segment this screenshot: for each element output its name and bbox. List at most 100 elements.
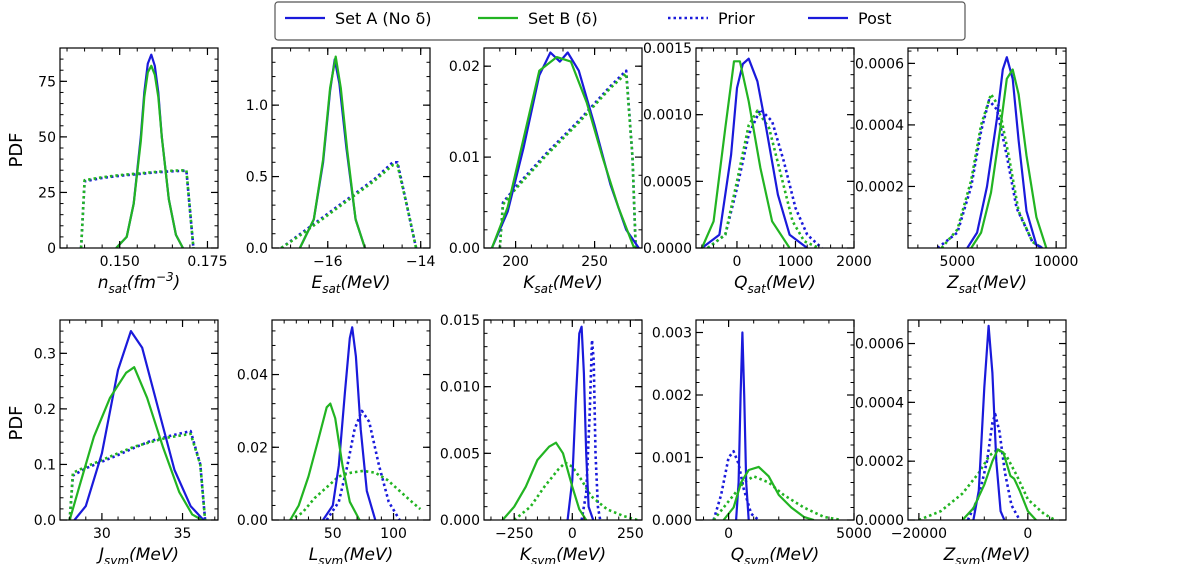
curve-nsat-post-b <box>115 64 184 248</box>
panel-nsat: 0.150 0.175 0 25 50 75 nsat(fm−3) <box>38 47 228 296</box>
xlabel-qsat: Qsat(MeV) <box>734 273 816 296</box>
ytick-label-esat: 1.0 <box>246 98 268 114</box>
xlabel-zsat: Zsat(MeV) <box>946 273 1027 296</box>
xtick-label-nsat: 0.150 <box>100 254 140 270</box>
curves-zsat <box>936 56 1048 248</box>
panel-zsym: −20000 0 0.0000 0.0002 0.0004 0.0006 Zsym(MeV) <box>855 319 1067 564</box>
xtick-label-zsym: −20000 <box>891 526 947 542</box>
curve-qsym-prior-b <box>712 475 842 520</box>
ytick-label-zsat: 0.0004 <box>855 118 904 134</box>
ytick-label-nsat: 25 <box>38 185 56 201</box>
row-2-ylabel: PDF <box>6 405 27 440</box>
legend-frame <box>274 1 966 41</box>
xtick-label-zsat: 10000 <box>1034 254 1079 270</box>
xtick-label-esat: −14 <box>406 254 436 270</box>
curves-esat <box>280 55 418 248</box>
xtick-label-qsym: 5000 <box>836 526 872 542</box>
ytick-label-lsym: 0.00 <box>237 513 268 529</box>
curve-jsym-post-b <box>68 366 203 520</box>
curves-nsat <box>79 53 195 248</box>
xtick-label-ksat: 250 <box>581 254 608 270</box>
curve-lsym-prior-b <box>289 469 422 520</box>
axes-frame-ksym <box>483 319 643 521</box>
ytick-label-ksym: 0.010 <box>440 380 480 396</box>
xlabel-ksym: Ksym(MeV) <box>520 545 606 564</box>
xtick-label-jsym: 35 <box>174 526 192 542</box>
ytick-label-lsym: 0.04 <box>237 368 268 384</box>
ytick-label-ksym: 0.005 <box>440 446 480 462</box>
panel-zsat: 5000 10000 0.0002 0.0004 0.0006 Zsat(MeV) <box>855 47 1079 296</box>
curves-ksym <box>501 325 638 520</box>
curve-qsat-post-b <box>700 60 791 248</box>
legend-label-set-a: Set A (No δ) <box>335 9 432 28</box>
curve-qsym-prior-a <box>712 450 760 520</box>
ytick-label-qsym: 0.001 <box>652 451 692 467</box>
ytick-label-zsym: 0.0006 <box>855 337 904 353</box>
panel-ksym: −250 0 250 0.000 0.005 0.010 0.015 Ksym(MeV) <box>440 313 644 564</box>
ytick-label-qsat: 0.0010 <box>643 108 692 124</box>
xtick-label-ksym: 0 <box>568 526 577 542</box>
curve-zsat-prior-b <box>940 92 1043 248</box>
xlabel-ksat: Ksat(MeV) <box>523 273 603 296</box>
ytick-label-qsym: 0.003 <box>652 326 692 342</box>
curve-zsym-prior-b <box>918 448 1056 520</box>
curve-zsym-post-b <box>961 448 1037 520</box>
ytick-label-zsat: 0.0002 <box>855 179 904 195</box>
panel-qsat: 0 1000 2000 0.0000 0.0005 0.0010 0.0015 Qsat(Me… <box>643 41 872 296</box>
xtick-label-ksym: −250 <box>495 526 533 542</box>
panel-lsym: 50 100 0.00 0.02 0.04 Lsym(MeV) <box>237 319 431 564</box>
curve-nsat-prior-b <box>79 168 195 248</box>
xlabel-jsym: Jsym(MeV) <box>96 545 179 564</box>
axes-frame-lsym <box>271 319 431 521</box>
xtick-label-lsym: 100 <box>380 526 407 542</box>
xlabel-zsym: Zsym(MeV) <box>943 545 1031 564</box>
curve-qsym-post-b <box>722 465 815 520</box>
xtick-label-ksat: 200 <box>502 254 529 270</box>
xlabel-qsym: Qsym(MeV) <box>731 545 819 564</box>
ytick-label-esat: 0.0 <box>246 241 268 257</box>
ytick-label-qsat: 0.0005 <box>643 174 692 190</box>
ytick-label-jsym: 0.1 <box>34 457 56 473</box>
xtick-label-nsat: 0.175 <box>187 254 227 270</box>
axes-frame-zsym <box>907 319 1067 521</box>
curves-qsym <box>712 331 842 520</box>
xlabel-esat: Esat(MeV) <box>311 273 390 296</box>
ytick-label-zsym: 0.0002 <box>855 454 904 470</box>
curve-lsym-post-a <box>322 326 377 520</box>
curve-ksat-post-b <box>490 56 636 248</box>
curve-esat-prior-b <box>280 163 418 248</box>
xtick-label-lsym: 50 <box>324 526 342 542</box>
curves-lsym <box>289 326 422 520</box>
xtick-label-jsym: 30 <box>93 526 111 542</box>
ytick-label-lsym: 0.02 <box>237 440 268 456</box>
axes-frame-jsym <box>59 319 219 521</box>
axes-frame-qsat <box>695 47 855 249</box>
curve-zsym-post-a <box>972 324 1006 520</box>
ytick-label-qsat: 0.0015 <box>643 41 692 57</box>
ytick-label-zsym: 0.0004 <box>855 395 904 411</box>
curve-zsat-post-b <box>970 68 1048 248</box>
curve-qsat-prior-b <box>706 109 820 248</box>
ytick-label-nsat: 75 <box>38 74 56 90</box>
ytick-label-ksym: 0.015 <box>440 313 480 329</box>
ytick-label-qsym: 0.000 <box>652 513 692 529</box>
curve-qsym-post-a <box>735 331 750 520</box>
row-1-ylabel: PDF <box>6 132 27 167</box>
panel-jsym: 30 35 0.0 0.1 0.2 0.3 Jsym(MeV) <box>34 319 219 564</box>
ytick-label-ksym: 0.000 <box>440 513 480 529</box>
xtick-label-zsym: 0 <box>1023 526 1032 542</box>
ytick-label-jsym: 0.0 <box>34 513 56 529</box>
xtick-label-qsat: 2000 <box>836 254 872 270</box>
xtick-label-qsym: 0 <box>724 526 733 542</box>
curve-lsym-prior-a <box>325 409 401 520</box>
curve-ksym-post-a <box>566 325 595 520</box>
axes-frame-zsat <box>907 47 1067 249</box>
curve-zsat-prior-a <box>936 99 1043 248</box>
xlabel-nsat: nsat(fm−3) <box>98 270 181 296</box>
ytick-label-qsat: 0.0000 <box>643 241 692 257</box>
xtick-label-zsat: 5000 <box>940 254 976 270</box>
curve-esat-post-b <box>298 55 366 248</box>
xtick-label-qsat: 1000 <box>778 254 814 270</box>
